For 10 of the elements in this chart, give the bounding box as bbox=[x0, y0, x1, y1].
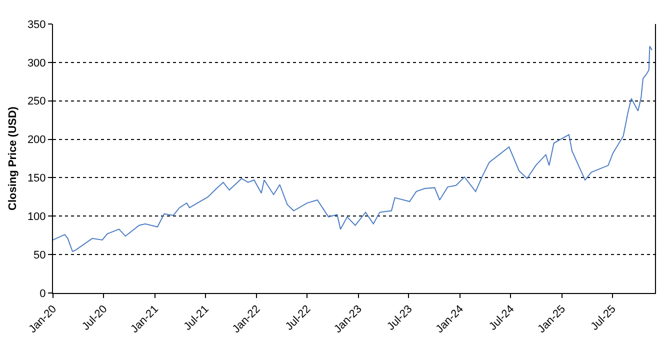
line-series bbox=[53, 46, 652, 252]
y-axis-title: Closing Price (USD) bbox=[7, 106, 20, 210]
y-tick-label: 300 bbox=[27, 57, 46, 70]
y-tick-label: 0 bbox=[40, 288, 46, 300]
y-tick-label: 250 bbox=[27, 96, 46, 108]
y-tick-label: 100 bbox=[27, 210, 46, 223]
y-tick-label: 50 bbox=[34, 249, 46, 262]
y-tick-label: 150 bbox=[27, 172, 46, 185]
y-tick-label: 350 bbox=[27, 18, 46, 31]
y-tick-label: 200 bbox=[27, 134, 46, 146]
